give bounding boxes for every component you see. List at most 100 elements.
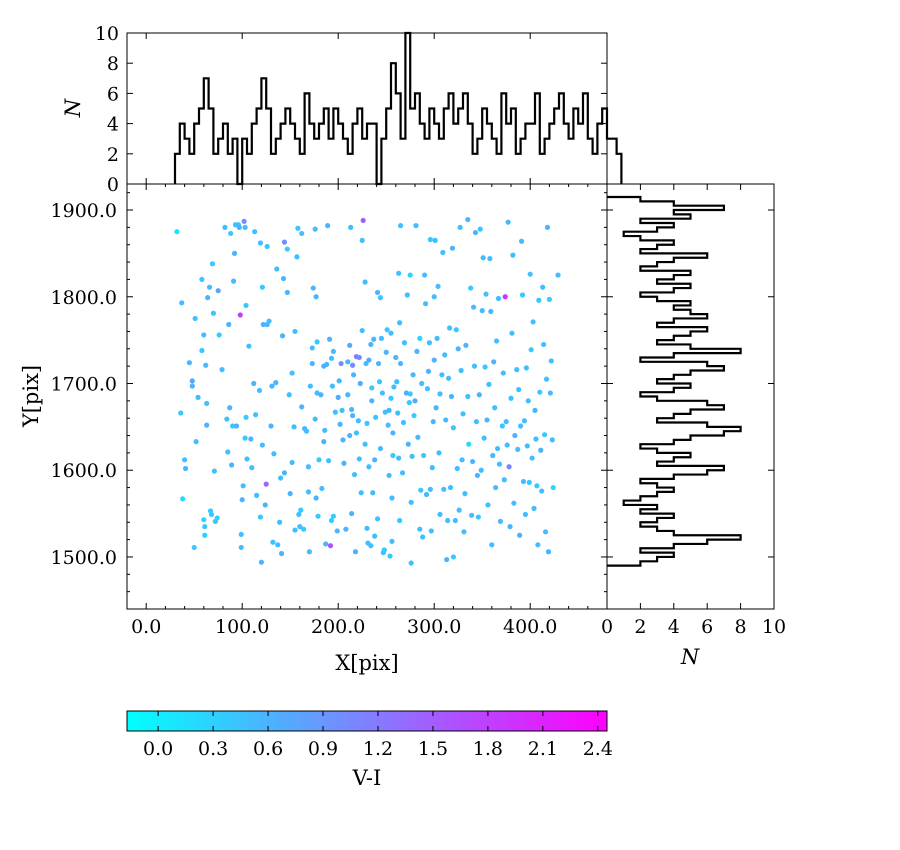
scatter-point bbox=[433, 405, 439, 411]
colorbar-tick-label: 2.1 bbox=[528, 738, 558, 760]
scatter-point bbox=[437, 511, 443, 518]
scatter-point bbox=[277, 519, 283, 525]
x-histogram-ticks: 0 2 4 6 8 10 bbox=[95, 23, 607, 196]
scatter-point bbox=[483, 291, 489, 297]
scatter-point bbox=[453, 327, 459, 333]
scatter-point bbox=[258, 559, 264, 565]
scatter-point bbox=[492, 405, 498, 411]
scatter-point bbox=[248, 436, 254, 442]
scatter-point bbox=[328, 517, 335, 524]
scatter-point bbox=[525, 398, 531, 404]
scatter-point bbox=[368, 543, 374, 549]
scatter-point bbox=[372, 533, 378, 539]
scatter-point bbox=[229, 462, 235, 468]
scatter-point bbox=[262, 502, 268, 508]
scatter-point bbox=[473, 419, 480, 425]
scatter-point bbox=[363, 360, 369, 367]
scatter-point bbox=[518, 423, 524, 429]
scatter-point bbox=[396, 270, 402, 276]
scatter-point bbox=[225, 449, 231, 455]
scatter-point bbox=[521, 418, 528, 424]
scatter-point bbox=[414, 348, 420, 354]
scatter-point bbox=[520, 478, 527, 485]
scatter-point bbox=[310, 285, 316, 291]
scatter-point bbox=[348, 224, 354, 230]
scatter-point bbox=[393, 354, 399, 361]
scatter-point bbox=[503, 419, 509, 425]
scatter-point bbox=[383, 349, 389, 355]
scatter-point bbox=[500, 370, 506, 376]
scatter-point bbox=[306, 549, 312, 555]
x-histogram-step bbox=[173, 31, 623, 186]
scatter-point bbox=[214, 515, 220, 521]
scatter-point bbox=[432, 237, 438, 243]
scatter-point bbox=[404, 292, 410, 298]
scatter-point bbox=[481, 435, 487, 441]
scatter-point bbox=[466, 441, 472, 447]
scatter-point bbox=[192, 315, 198, 322]
scatter-point bbox=[257, 514, 264, 520]
scatter-point bbox=[461, 529, 467, 535]
scatter-point bbox=[398, 360, 404, 367]
scatter-point bbox=[447, 484, 454, 491]
scatter-point bbox=[226, 321, 232, 328]
scatter-point bbox=[441, 486, 447, 492]
scatter-point bbox=[487, 255, 493, 262]
scatter-point bbox=[515, 446, 521, 453]
scatter-point bbox=[298, 507, 304, 513]
scatter-point bbox=[330, 513, 336, 519]
scatter-point bbox=[206, 284, 213, 290]
scatter-point bbox=[542, 432, 548, 438]
scatter-point bbox=[279, 333, 286, 339]
scatter-point bbox=[353, 430, 360, 436]
scatter-point bbox=[178, 410, 184, 416]
x-tick-label: 400.0 bbox=[503, 616, 557, 638]
scatter-point bbox=[531, 505, 537, 511]
scatter-point bbox=[431, 294, 437, 300]
scatter-point bbox=[398, 223, 404, 229]
scatter-point bbox=[470, 304, 477, 310]
scatter-point bbox=[263, 481, 269, 487]
scatter-point bbox=[313, 294, 319, 300]
scatter-point bbox=[486, 381, 492, 387]
hist-x-tick-label: 2 bbox=[634, 616, 646, 638]
scatter-point bbox=[236, 224, 242, 230]
scatter-point bbox=[484, 417, 490, 423]
scatter-point bbox=[524, 443, 530, 449]
x-tick-label: 300.0 bbox=[407, 616, 461, 638]
scatter-point bbox=[358, 490, 364, 496]
scatter-point bbox=[349, 510, 355, 517]
scatter-point bbox=[191, 544, 197, 551]
scatter-point bbox=[408, 499, 414, 505]
scatter-point bbox=[319, 485, 325, 492]
scatter-point bbox=[325, 223, 331, 229]
scatter-point bbox=[465, 393, 471, 400]
scatter-point bbox=[199, 347, 205, 354]
scatter-point bbox=[327, 543, 334, 549]
hist-x-tick-label: 0 bbox=[601, 616, 613, 638]
scatter-point bbox=[230, 278, 237, 284]
scatter-point bbox=[494, 445, 501, 452]
scatter-point bbox=[189, 383, 195, 389]
scatter-point bbox=[400, 419, 407, 426]
scatter-point bbox=[517, 532, 523, 538]
scatter-point bbox=[359, 327, 365, 334]
scatter-point bbox=[435, 283, 441, 289]
scatter-point bbox=[377, 295, 384, 301]
hist-y-tick-label: 8 bbox=[107, 53, 119, 75]
scatter-point bbox=[360, 217, 366, 224]
scatter-point bbox=[405, 441, 411, 447]
hist-y-tick-label: 0 bbox=[107, 174, 119, 196]
scatter-point bbox=[397, 517, 403, 524]
hist-x-tick-label: 6 bbox=[701, 616, 713, 638]
scatter-point bbox=[284, 246, 290, 252]
scatter-point bbox=[275, 542, 281, 548]
scatter-point bbox=[488, 308, 494, 315]
colorbar-tick-label: 2.4 bbox=[583, 738, 613, 760]
y-histogram-ticks: 0 2 4 6 8 10 bbox=[601, 184, 786, 638]
scatter-point bbox=[436, 450, 442, 456]
hist-y-tick-label: 6 bbox=[107, 83, 119, 105]
scatter-point bbox=[532, 407, 538, 413]
scatter-point bbox=[452, 517, 458, 524]
scatter-point bbox=[355, 418, 361, 424]
